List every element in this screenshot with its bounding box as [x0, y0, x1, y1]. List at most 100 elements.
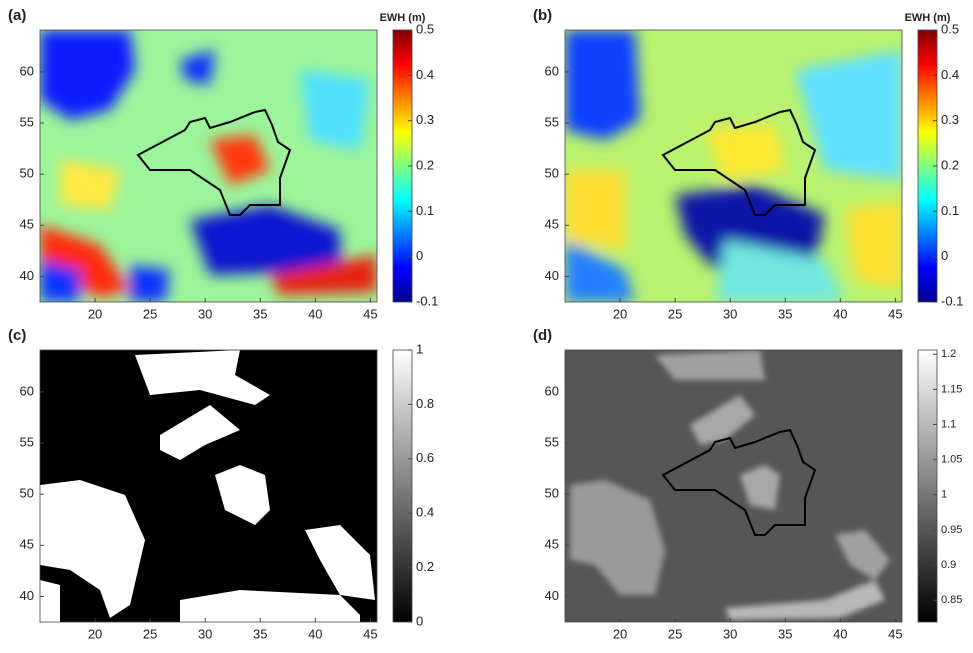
y-tick-label: 60	[545, 63, 559, 78]
field-blob	[565, 240, 635, 302]
panel-label: (c)	[8, 327, 26, 344]
x-tick-label: 30	[198, 626, 212, 641]
colorbar-tick-label: 0.8	[416, 396, 434, 411]
x-tick-label: 30	[723, 306, 737, 321]
field-blob	[40, 260, 80, 302]
field-blob	[60, 160, 120, 210]
field-blob	[690, 395, 755, 445]
x-tick-label: 40	[308, 626, 322, 641]
field-blob	[795, 50, 902, 180]
field-blob	[40, 30, 135, 120]
colorbar-tick-label: 0	[416, 248, 423, 263]
heatmap-field	[40, 350, 377, 622]
y-tick-label: 55	[545, 114, 559, 129]
panel: 20 25 30 35 40 45 40 45 50 55 60 (b) -0.1 0 0.1 0.2 0.3 0…	[533, 7, 963, 321]
colorbar-tick-label: 0.95	[941, 524, 962, 536]
field-blob	[725, 580, 885, 620]
panel: 20 25 30 35 40 45 40 45 50 55 60 (a) -0.1 0 0.1 0.2 0.3 0…	[8, 7, 438, 321]
x-tick-label: 35	[778, 626, 792, 641]
colorbar-tick-label: 0.5	[416, 21, 434, 36]
colorbar-label: EWH (m)	[380, 12, 426, 24]
colorbar-tick-label: 1.05	[941, 454, 962, 466]
y-tick-label: 45	[20, 217, 34, 232]
y-tick-label: 55	[20, 434, 34, 449]
region-outline	[661, 108, 817, 216]
colorbar-tick-label: 1	[941, 489, 947, 501]
colorbar-tick-label: 0.1	[416, 203, 434, 218]
y-tick-label: 50	[545, 166, 559, 181]
x-tick-label: 40	[308, 306, 322, 321]
field-blob	[180, 590, 360, 622]
plot-frame	[564, 29, 903, 303]
colorbar-tick-label: 0.9	[941, 559, 956, 571]
panel-label: (b)	[533, 7, 552, 24]
colorbar-tick-label: 0.5	[941, 21, 959, 36]
region-outline	[661, 428, 817, 536]
panel: 20 25 30 35 40 45 40 45 50 55 60 (d) 0.85 0.9 0.95 1 1.0…	[533, 327, 962, 641]
plot-frame	[564, 349, 903, 623]
y-tick-label: 50	[20, 486, 34, 501]
colorbar-tick-label: 0	[941, 248, 948, 263]
colorbar-label: EWH (m)	[905, 12, 951, 24]
y-tick-label: 60	[20, 383, 34, 398]
heatmap-field	[565, 30, 902, 302]
field-blob	[835, 530, 890, 580]
x-tick-label: 30	[198, 306, 212, 321]
field-blob	[210, 135, 270, 185]
x-tick-label: 20	[613, 306, 627, 321]
colorbar-tick-label: 0.4	[416, 505, 434, 520]
y-tick-label: 45	[545, 217, 559, 232]
x-tick-label: 35	[778, 306, 792, 321]
panel-label: (d)	[533, 327, 552, 344]
y-tick-label: 40	[545, 268, 559, 283]
colorbar-tick-label: 0.85	[941, 594, 962, 606]
field-blob	[40, 225, 130, 298]
y-tick-label: 45	[545, 537, 559, 552]
y-tick-label: 50	[545, 486, 559, 501]
y-tick-label: 50	[20, 166, 34, 181]
colorbar-tick-label: 0.4	[941, 67, 959, 82]
field-blob	[135, 350, 270, 405]
x-tick-label: 20	[613, 626, 627, 641]
field-blobs	[570, 350, 890, 620]
x-tick-label: 25	[143, 626, 157, 641]
field-blob	[215, 465, 270, 525]
colorbar-tick-label: -0.1	[416, 293, 438, 308]
colorbar-tick-label: 0	[416, 613, 423, 628]
field-blob	[570, 480, 665, 595]
heatmap-field	[565, 350, 902, 622]
field-blobs	[40, 30, 377, 302]
x-tick-label: 45	[888, 306, 902, 321]
colorbar-tick-label: 1.1	[941, 418, 956, 430]
y-tick-label: 60	[545, 383, 559, 398]
x-tick-label: 25	[668, 626, 682, 641]
heatmap-field	[40, 30, 377, 302]
colorbar	[917, 349, 938, 623]
colorbar-tick-label: 0.2	[941, 157, 959, 172]
field-blob	[130, 265, 170, 302]
colorbar-tick-label: 0.3	[416, 112, 434, 127]
colorbar-tick-label: 0.6	[416, 450, 434, 465]
x-tick-label: 45	[363, 306, 377, 321]
field-blob	[655, 350, 765, 380]
colorbar-tick-label: 0.1	[941, 203, 959, 218]
field-blob	[40, 480, 145, 618]
x-tick-label: 25	[668, 306, 682, 321]
colorbar-tick-label: -0.1	[941, 293, 963, 308]
y-tick-label: 60	[20, 63, 34, 78]
plot-frame	[39, 29, 378, 303]
field-blobs	[40, 350, 375, 622]
colorbar-tick-label: 0.3	[941, 112, 959, 127]
colorbar-tick-label: 0.2	[416, 559, 434, 574]
colorbar-tick-label: 0.4	[416, 67, 434, 82]
field-blob	[675, 185, 825, 270]
plot-frame	[39, 349, 378, 623]
colorbar-tick-label: 1.15	[941, 383, 962, 395]
field-blob	[565, 170, 625, 250]
colorbar-tick-label: 0.2	[416, 157, 434, 172]
x-tick-label: 25	[143, 306, 157, 321]
panel-label: (a)	[8, 7, 26, 24]
y-tick-label: 40	[545, 588, 559, 603]
field-blob	[565, 30, 640, 140]
